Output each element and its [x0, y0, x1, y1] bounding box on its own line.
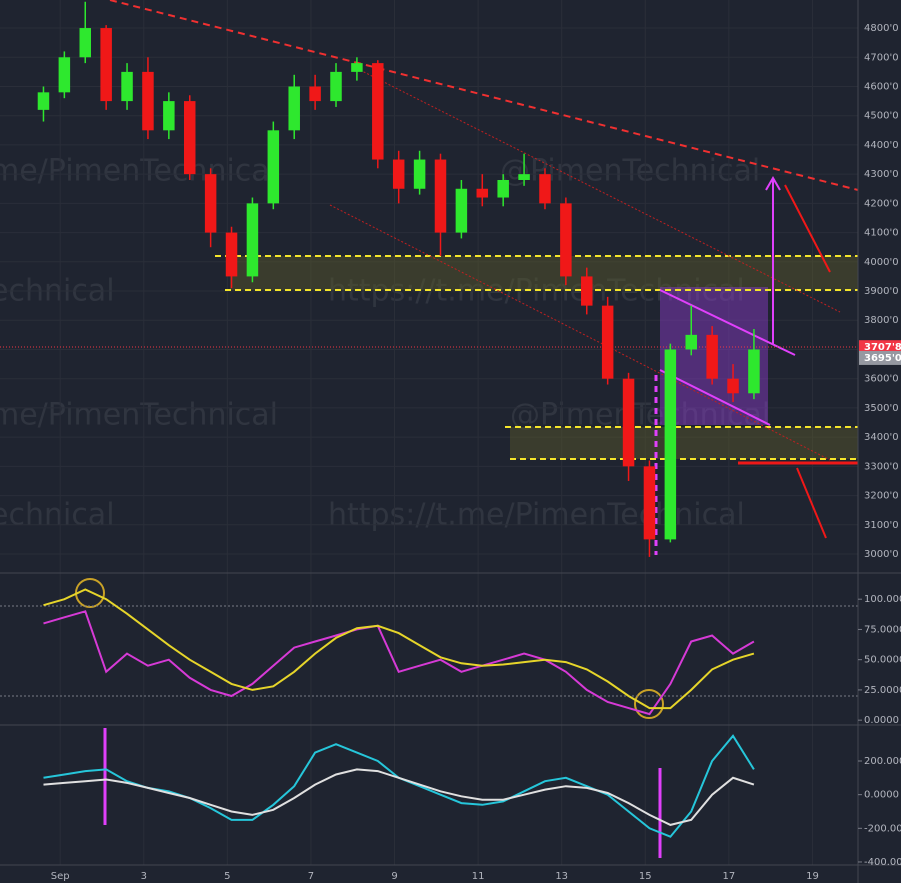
candle-body: [267, 130, 280, 204]
y-tick-label: 4600'0: [864, 81, 899, 92]
candle-body: [225, 232, 238, 277]
candle-body: [748, 349, 760, 394]
y-tick-label: 4200'0: [864, 198, 899, 209]
y-tick-label: 100.000: [864, 594, 901, 605]
y-tick-label: 25.0000: [864, 685, 901, 696]
candle-body: [309, 86, 321, 102]
y-tick-label: 4300'0: [864, 169, 899, 180]
y-tick-label: 4400'0: [864, 140, 899, 151]
y-tick-label: 4100'0: [864, 228, 899, 239]
watermark: me/PimenTechnical: [0, 398, 278, 433]
candle-body: [392, 159, 405, 189]
channel-line: [659, 369, 771, 426]
price-tag: [859, 350, 901, 365]
y-tick-label: 4000'0: [864, 257, 899, 268]
candle-body: [183, 101, 196, 175]
y-tick-label: 3000'0: [864, 549, 899, 560]
candle-body: [163, 101, 175, 131]
y-tick-label: 4800'0: [864, 23, 899, 34]
candle-body: [330, 71, 342, 102]
highlight-circle: [634, 689, 664, 719]
price-tag-label: 3695'0: [864, 353, 901, 364]
candle-body: [79, 28, 92, 58]
y-tick-label: 200.000: [864, 756, 901, 767]
candle-body: [455, 188, 468, 233]
y-tick-label: -200.000: [864, 823, 901, 834]
candle-body: [372, 63, 384, 160]
trend-line: [109, 0, 859, 191]
candle-body: [518, 174, 530, 180]
candle-body: [539, 174, 551, 204]
arrow: [796, 467, 827, 539]
zone: [510, 427, 858, 459]
zone: [230, 256, 858, 290]
candle-body: [142, 71, 154, 131]
y-tick-label: 3900'0: [864, 286, 899, 297]
y-tick-label: 0.0000: [864, 790, 899, 801]
candle-body: [601, 305, 614, 379]
candle-body: [476, 188, 489, 198]
candle-body: [100, 28, 112, 102]
x-tick-label: 3: [141, 871, 147, 882]
y-tick-label: 3500'0: [864, 403, 899, 414]
x-tick-label: 7: [308, 871, 314, 882]
x-tick-label: 13: [555, 871, 568, 882]
price-tag: [859, 340, 901, 355]
y-tick-label: 3100'0: [864, 520, 899, 531]
candle-body: [351, 63, 363, 72]
indicator-line: [43, 588, 755, 710]
trend-line: [359, 69, 841, 313]
candle-body: [685, 334, 697, 350]
watermark: echnical: [0, 498, 115, 533]
x-tick-label: 19: [806, 871, 819, 882]
indicator-line: [43, 610, 755, 716]
candle-body: [58, 57, 71, 93]
arrow-head: [765, 176, 781, 191]
candle-body: [497, 179, 509, 198]
x-tick-label: 17: [722, 871, 735, 882]
arrow: [784, 184, 831, 273]
y-tick-label: 4500'0: [864, 111, 899, 122]
candle-body: [246, 203, 259, 277]
x-tick-label: 9: [391, 871, 397, 882]
x-tick-label: 11: [472, 871, 485, 882]
y-tick-label: 3300'0: [864, 461, 899, 472]
y-tick-label: 3200'0: [864, 491, 899, 502]
y-tick-label: 75.0000: [864, 624, 901, 635]
candle-body: [581, 276, 593, 306]
candle-body: [622, 378, 635, 467]
candle-body: [288, 86, 300, 131]
x-tick-label: Sep: [51, 871, 70, 882]
candle-body: [434, 159, 447, 233]
x-tick-label: 15: [639, 871, 652, 882]
y-tick-label: 3400'0: [864, 432, 899, 443]
y-tick-label: 50.0000: [864, 655, 901, 666]
candle-body: [727, 378, 739, 394]
candle-body: [643, 466, 656, 540]
candle-body: [664, 349, 677, 540]
trend-line: [329, 204, 831, 461]
y-tick-label: 3800'0: [864, 315, 899, 326]
y-tick-label: 3600'0: [864, 374, 899, 385]
candle-body: [204, 174, 217, 233]
candle-body: [560, 203, 572, 277]
x-tick-label: 5: [224, 871, 230, 882]
y-tick-label: 4700'0: [864, 52, 899, 63]
indicator-line: [43, 768, 755, 826]
price-tag-label: 3707'8: [864, 342, 901, 353]
y-tick-label: 0.0000: [864, 715, 899, 726]
watermark: https://t.me/PimenTechnical: [328, 498, 745, 533]
y-tick-label: -400.000: [864, 857, 901, 868]
candle-body: [706, 334, 718, 379]
watermark: me/PimenTechnical: [0, 154, 278, 189]
candle-body: [37, 92, 50, 110]
candle-body: [413, 159, 426, 189]
candle-body: [121, 71, 133, 102]
watermark: @PimenTechnical: [500, 154, 760, 189]
